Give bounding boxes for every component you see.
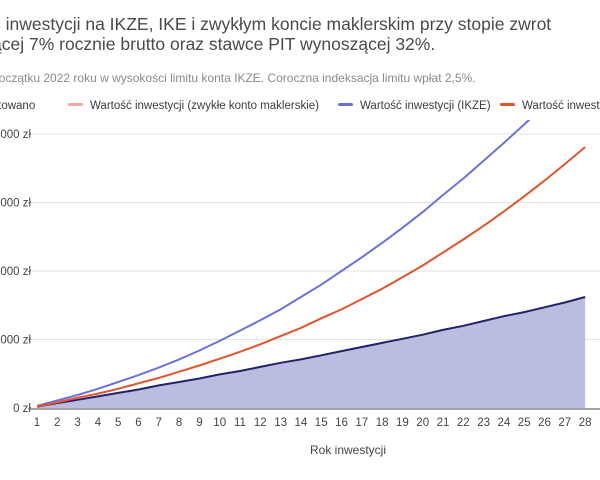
- x-tick-label: 13: [274, 417, 287, 429]
- x-tick-label: 16: [335, 417, 348, 429]
- y-tick-label: 000 zł: [0, 335, 31, 347]
- legend-swatch-ike: [500, 103, 515, 107]
- x-axis-ticks: 1 2 3 4 5 6 7 8 9 10 11 12 13 14 15 16 17 18 19 20 21 22 23 24 2…: [34, 417, 592, 429]
- legend-label-invested: estowano: [0, 100, 36, 112]
- x-tick-label: 15: [315, 417, 328, 429]
- x-tick-label: 22: [457, 417, 470, 429]
- x-tick-label: 9: [196, 417, 202, 429]
- x-tick-label: 11: [234, 417, 246, 429]
- chart-subtitle: początku 2022 roku w wysokości limitu ko…: [0, 71, 476, 85]
- x-tick-label: 4: [95, 417, 102, 429]
- legend-swatch-brokerage: [68, 103, 83, 107]
- x-tick-label: 18: [376, 417, 389, 429]
- x-tick-label: 26: [538, 417, 551, 429]
- series-area-invested: [37, 297, 586, 408]
- y-tick-label: 000 zł: [0, 266, 31, 278]
- legend-label-ikze: Wartość inwestycji (IKZE): [360, 100, 491, 112]
- legend-item-brokerage[interactable]: Wartość inwestycji (zwykłe konto maklers…: [68, 100, 319, 112]
- x-tick-label: 27: [558, 417, 571, 429]
- legend-item-invested[interactable]: estowano: [0, 100, 35, 112]
- x-tick-label: 8: [176, 417, 182, 429]
- y-tick-label: 000 zł: [0, 129, 31, 141]
- series-line-ikze: [36, 120, 531, 407]
- grid-lines: [30, 133, 600, 340]
- y-axis-ticks: 0 zł 000 zł 000 zł 000 zł 000 zł: [0, 129, 31, 415]
- y-tick-label: 0 zł: [13, 403, 31, 415]
- legend-item-ikze[interactable]: Wartość inwestycji (IKZE): [338, 100, 491, 112]
- x-tick-label: 25: [518, 417, 531, 429]
- x-tick-label: 3: [74, 417, 80, 429]
- x-axis-title: Rok inwestycji: [310, 443, 386, 457]
- x-tick-label: 24: [498, 417, 511, 429]
- series-layer: [36, 120, 586, 408]
- x-tick-label: 19: [396, 417, 409, 429]
- x-tick-label: 17: [355, 417, 368, 429]
- legend-label-brokerage: Wartość inwestycji (zwykłe konto maklers…: [90, 100, 319, 112]
- x-tick-label: 10: [213, 417, 226, 429]
- series-line-ike: [36, 146, 586, 408]
- x-tick-label: 28: [579, 417, 592, 429]
- x-tick-label: 6: [135, 417, 141, 429]
- legend-swatch-ikze: [338, 103, 353, 107]
- legend-item-ike[interactable]: Wartość inwestycji: [500, 100, 600, 112]
- x-tick-label: 12: [254, 417, 267, 429]
- chart-title-line-1: ć inwestycji na IKZE, IKE i zwykłym konc…: [0, 14, 552, 34]
- x-tick-label: 5: [115, 417, 121, 429]
- x-tick-label: 2: [54, 417, 60, 429]
- x-tick-label: 7: [156, 417, 162, 429]
- x-tick-label: 21: [437, 417, 450, 429]
- x-tick-label: 20: [416, 417, 429, 429]
- x-tick-label: 1: [34, 417, 40, 429]
- chart-title-line-2: ącej 7% rocznie brutto oraz stawce PIT w…: [0, 34, 436, 54]
- y-tick-label: 000 zł: [0, 198, 31, 210]
- x-tick-label: 23: [477, 417, 490, 429]
- legend-label-ike: Wartość inwestycji: [522, 100, 600, 112]
- series-line-invested: [36, 296, 586, 408]
- x-tick-label: 14: [295, 417, 308, 429]
- chart-title: ć inwestycji na IKZE, IKE i zwykłym konc…: [0, 14, 600, 54]
